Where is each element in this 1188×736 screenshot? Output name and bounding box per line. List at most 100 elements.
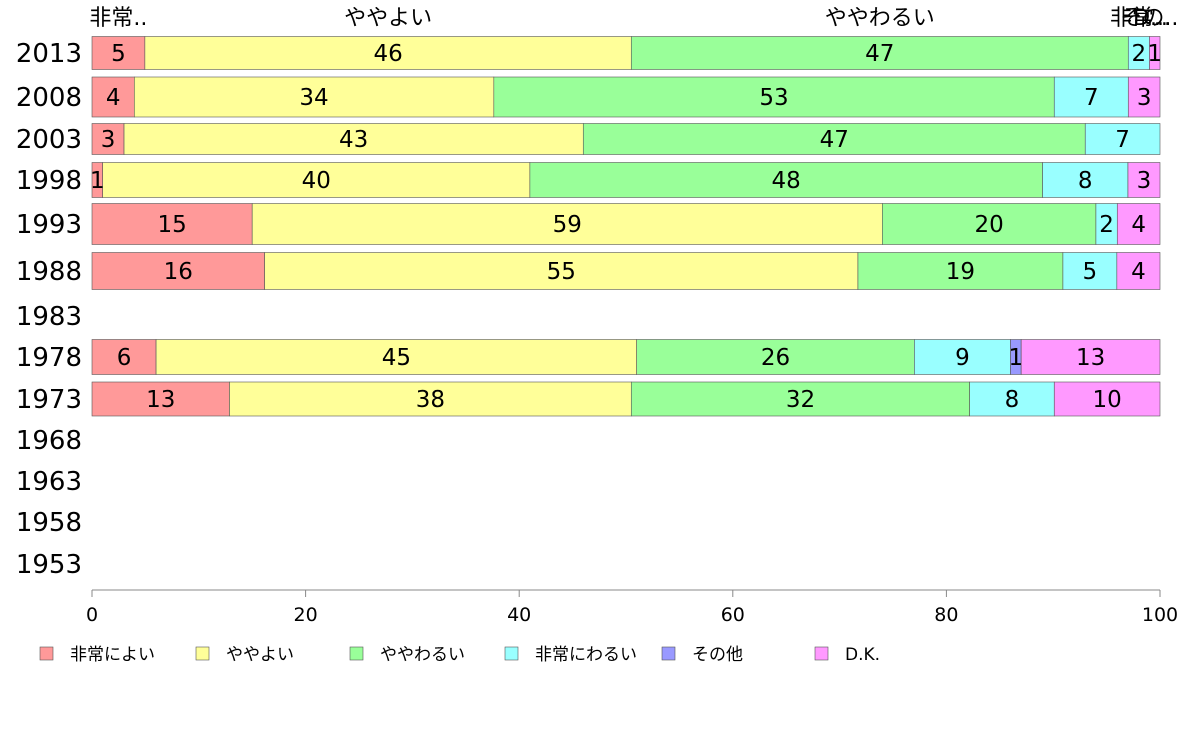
bar-segment-1978-3 (914, 339, 1011, 375)
bar-value-1988-5: 4 (1131, 259, 1146, 285)
bar-segment-1993-5 (1116, 203, 1161, 245)
bar-segment-2008-5 (1127, 76, 1161, 118)
top-label-1: ややよい (344, 6, 432, 31)
bar-segment-1993-1 (251, 203, 883, 245)
bar-segment-1998-1 (102, 162, 531, 198)
bar-segment-1988-5 (1116, 252, 1161, 290)
legend-swatch-4 (661, 646, 676, 661)
bar-value-2008-3: 7 (1084, 85, 1099, 111)
bar-value-1993-0: 15 (157, 212, 186, 238)
bar-value-2003-2: 47 (820, 127, 849, 153)
legend-swatch-0 (39, 646, 54, 661)
legend-label-2: ややわるい (380, 645, 465, 665)
bar-segment-2003-0 (91, 123, 125, 155)
bar-segment-1988-3 (1062, 252, 1118, 290)
legend-label-4: その他 (692, 645, 743, 665)
bar-value-1978-3: 9 (955, 345, 970, 371)
year-label-1973: 1973 (16, 385, 82, 415)
bar-segment-1988-1 (264, 252, 859, 290)
x-tick-label-1: 20 (294, 604, 318, 626)
top-label-0: 非常.. (89, 6, 147, 31)
bar-segment-2003-2 (582, 123, 1086, 155)
bar-value-1978-0: 6 (117, 345, 132, 371)
bar-segment-2003-3 (1084, 123, 1161, 155)
bar-value-1993-3: 2 (1099, 212, 1114, 238)
bar-segment-2013-0 (91, 36, 146, 70)
bar-value-1978-1: 45 (382, 345, 411, 371)
bar-segment-2008-1 (133, 76, 495, 118)
bar-value-1993-5: 4 (1131, 212, 1146, 238)
bar-value-1973-3: 8 (1005, 387, 1020, 413)
year-label-1963: 1963 (16, 467, 82, 497)
bar-value-2003-3: 7 (1115, 127, 1130, 153)
legend-label-3: 非常にわるい (535, 645, 637, 665)
bar-value-1978-2: 26 (761, 345, 790, 371)
top-label-4: その.. (1120, 6, 1178, 31)
bar-value-2003-1: 43 (339, 127, 368, 153)
bar-value-1988-1: 55 (547, 259, 576, 285)
bar-value-2008-2: 53 (759, 85, 788, 111)
bar-segment-2013-5 (1149, 36, 1161, 70)
bar-value-2013-1: 46 (373, 41, 402, 67)
bar-segment-1993-0 (91, 203, 253, 245)
bar-value-2013-0: 5 (111, 41, 126, 67)
legend-label-1: ややよい (226, 645, 294, 665)
bar-value-1998-0: 1 (90, 168, 105, 194)
bar-segment-1973-3 (969, 381, 1055, 417)
bar-segment-1973-2 (630, 381, 970, 417)
bar-value-1973-5: 10 (1092, 387, 1121, 413)
bar-value-2013-3: 2 (1132, 41, 1147, 67)
legend-label-0: 非常によい (70, 645, 155, 665)
bar-segment-1988-2 (857, 252, 1064, 290)
bar-value-2008-1: 34 (299, 85, 328, 111)
bar-segment-1973-5 (1053, 381, 1161, 417)
year-label-1998: 1998 (16, 166, 82, 196)
bar-segment-1978-0 (91, 339, 157, 375)
bar-value-2013-2: 47 (865, 41, 894, 67)
bar-value-1988-0: 16 (164, 259, 193, 285)
bar-value-2008-5: 3 (1137, 85, 1152, 111)
year-label-1953: 1953 (16, 550, 82, 580)
bar-segment-1998-5 (1127, 162, 1161, 198)
bar-segment-1998-3 (1042, 162, 1129, 198)
bar-value-1998-1: 40 (302, 168, 331, 194)
bar-segment-1988-0 (91, 252, 265, 290)
bar-value-1973-2: 32 (786, 387, 815, 413)
bar-value-2013-5: 1 (1147, 41, 1162, 67)
legend-swatch-2 (349, 646, 364, 661)
bar-value-1993-2: 20 (974, 212, 1003, 238)
top-label-2: ややわるい (825, 6, 935, 31)
year-label-1988: 1988 (16, 257, 82, 287)
bar-segment-1978-5 (1020, 339, 1161, 375)
top-label-5: D... (1133, 6, 1171, 31)
bar-segment-1973-1 (229, 381, 632, 417)
legend-swatch-1 (195, 646, 210, 661)
year-label-2013: 2013 (16, 39, 82, 69)
top-label-3: 非常.. (1110, 6, 1168, 31)
year-label-1958: 1958 (16, 508, 82, 538)
x-tick-label-3: 60 (721, 604, 745, 626)
bar-value-1973-0: 13 (146, 387, 175, 413)
x-tick-label-2: 40 (507, 604, 531, 626)
bar-segment-2008-2 (493, 76, 1055, 118)
x-tick-label-4: 80 (934, 604, 958, 626)
bar-segment-1993-2 (882, 203, 1097, 245)
x-tick-label-0: 0 (86, 604, 98, 626)
bar-value-2003-0: 3 (101, 127, 116, 153)
bar-value-1978-5: 13 (1076, 345, 1105, 371)
year-label-2008: 2008 (16, 83, 82, 113)
bar-value-1993-1: 59 (553, 212, 582, 238)
bar-value-1998-5: 3 (1137, 168, 1152, 194)
year-label-1983: 1983 (16, 302, 82, 332)
bar-segment-2008-3 (1053, 76, 1129, 118)
year-label-1978: 1978 (16, 343, 82, 373)
year-label-1993: 1993 (16, 210, 82, 240)
bar-value-1998-2: 48 (772, 168, 801, 194)
x-tick-label-5: 100 (1142, 604, 1178, 626)
bar-segment-2008-0 (91, 76, 135, 118)
bar-value-1988-2: 19 (946, 259, 975, 285)
bar-value-1978-4: 1 (1008, 345, 1023, 371)
legend-swatch-3 (504, 646, 519, 661)
year-label-2003: 2003 (16, 125, 82, 155)
